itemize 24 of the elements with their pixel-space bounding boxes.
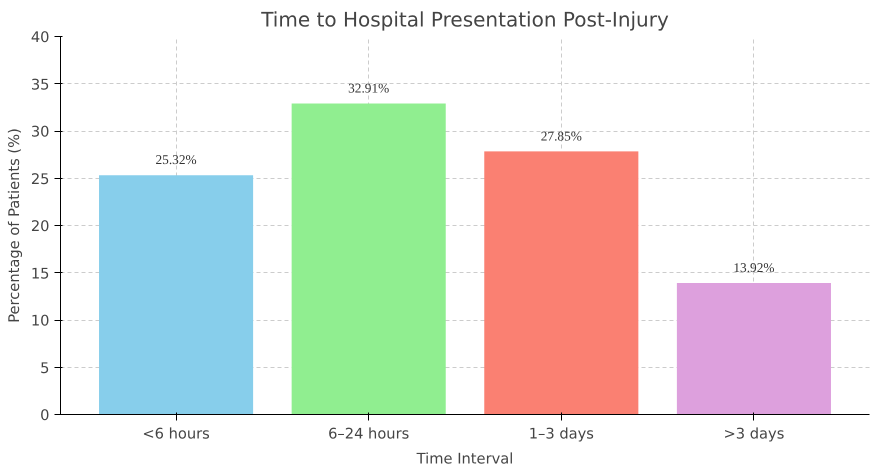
y-tick-label: 40	[30, 29, 50, 46]
chart-title: Time to Hospital Presentation Post-Injury	[260, 8, 669, 32]
data-label: 27.85%	[540, 128, 582, 144]
x-tick-label: <6 hours	[142, 426, 210, 442]
y-tick-label: 35	[30, 76, 50, 94]
x-tick-label: 1–3 days	[528, 426, 594, 442]
y-tick-label: 20	[30, 218, 50, 235]
bar	[99, 175, 254, 414]
y-tick-label: 25	[30, 170, 50, 188]
data-label: 13.92%	[733, 260, 774, 275]
y-tick-label: 30	[30, 124, 50, 140]
x-tick-label: 6–24 hours	[328, 426, 410, 442]
data-label: 25.32%	[156, 152, 197, 168]
bar	[292, 104, 446, 414]
y-tick-label: 5	[40, 360, 50, 377]
bar	[484, 151, 638, 414]
y-tick-label: 10	[30, 312, 50, 330]
bar	[676, 282, 831, 414]
data-label: 32.91%	[348, 80, 390, 96]
x-tick-label: >3 days	[724, 426, 784, 442]
x-axis-title: Time Interval	[416, 450, 514, 468]
y-tick-label: 15	[30, 265, 50, 282]
y-axis-title: Percentage of Patients (%)	[6, 128, 23, 323]
y-tick-label: 0	[40, 407, 50, 424]
